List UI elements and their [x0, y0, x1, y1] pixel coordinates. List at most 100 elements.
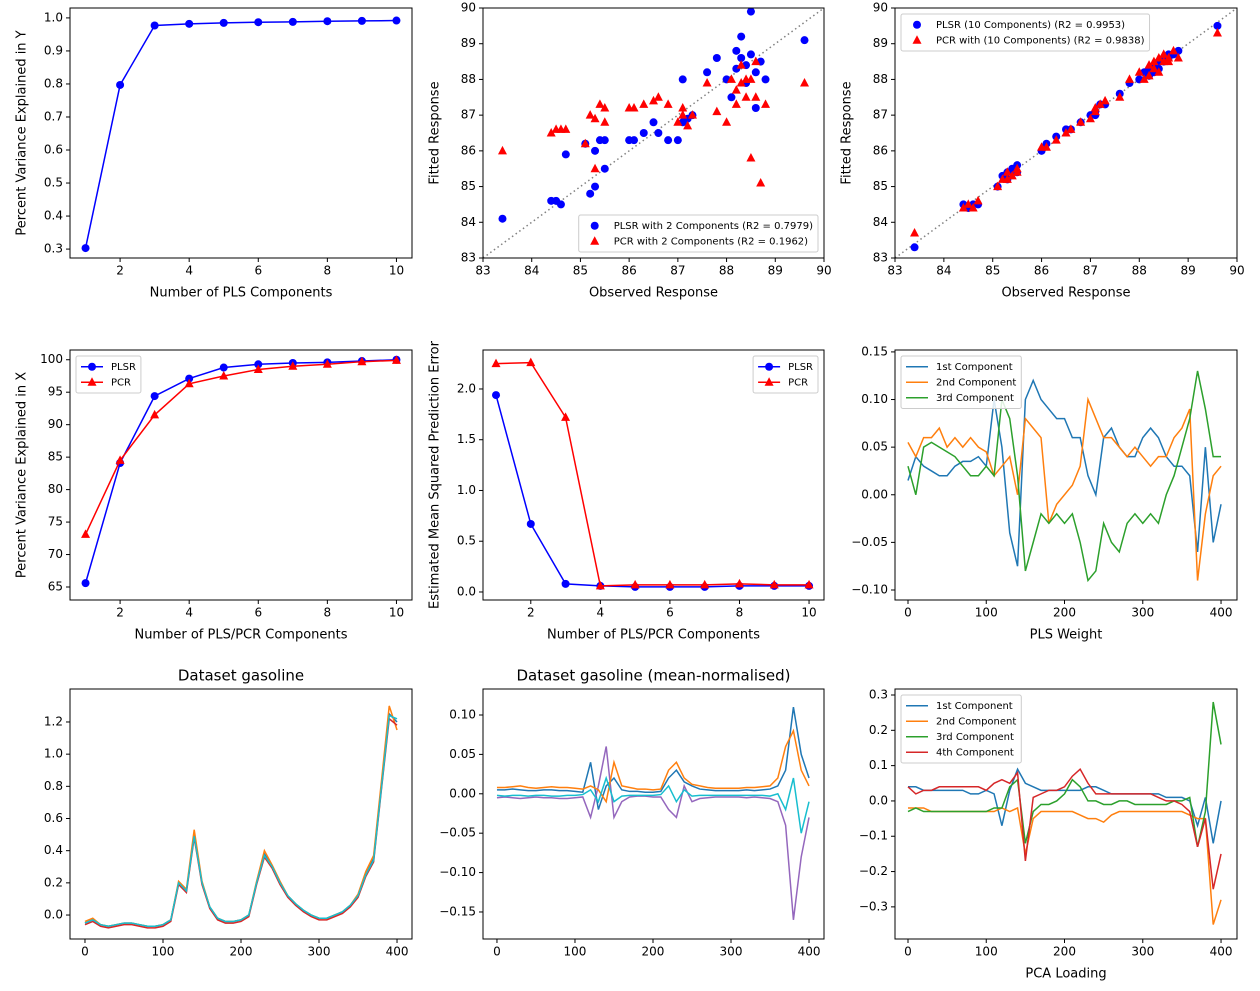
- y-tick-label: 0.6: [44, 811, 63, 825]
- marker: [1051, 135, 1061, 144]
- y-tick-label: 0.3: [869, 688, 888, 702]
- x-tick-label: 300: [720, 945, 743, 959]
- y-tick-label: 84: [461, 215, 476, 229]
- marker: [663, 99, 673, 108]
- x-tick-label: 8: [324, 264, 332, 278]
- y-tick-label: 1.2: [44, 714, 63, 728]
- x-axis-label: Number of PLS/PCR Components: [134, 628, 347, 643]
- marker: [746, 153, 756, 162]
- marker: [498, 214, 507, 223]
- y-tick-label: 1.5: [457, 432, 476, 446]
- subplot: 0 100 200 300 400 −0.15 −0.10 −0.05 0.00 0.05 0.10…: [439, 667, 825, 959]
- y-tick-label: 86: [873, 143, 888, 157]
- marker: [737, 54, 746, 62]
- y-axis-label: Estimated Mean Squared Prediction Error: [428, 340, 443, 609]
- marker: [1125, 74, 1135, 83]
- x-tick-label: 6: [254, 264, 262, 278]
- marker: [1134, 67, 1144, 76]
- marker: [912, 35, 922, 44]
- marker: [804, 579, 814, 589]
- legend-item: PCR: [81, 377, 131, 388]
- y-tick-label: −0.10: [439, 865, 476, 879]
- marker: [600, 103, 610, 112]
- marker: [968, 203, 978, 212]
- marker: [751, 104, 760, 112]
- marker: [323, 17, 332, 26]
- y-tick-label: 0.00: [449, 786, 476, 800]
- x-tick-label: 200: [1053, 606, 1076, 620]
- x-tick-label: 89: [768, 264, 783, 278]
- marker: [322, 359, 332, 368]
- series-line: [907, 806, 1222, 925]
- x-tick-label: 300: [308, 945, 331, 959]
- marker: [731, 99, 741, 108]
- marker: [678, 110, 688, 119]
- legend-item: PLSR with 2 Components (R2 = 0.7979): [590, 221, 813, 232]
- y-tick-label: 0.0: [457, 584, 476, 598]
- marker: [600, 117, 610, 126]
- legend-box: [578, 214, 819, 253]
- subplot: 83 84 85 86 87 88 89 90 83 84 85 86 87 88 89 90 Observed…: [428, 1, 832, 301]
- axes-frame: [894, 349, 1238, 601]
- y-tick-label: 90: [461, 1, 476, 15]
- marker: [254, 18, 263, 27]
- y-tick-label: 80: [48, 482, 63, 496]
- legend-label: 1st Component: [936, 701, 1013, 712]
- marker: [81, 529, 91, 538]
- x-tick-label: 4: [185, 264, 193, 278]
- marker: [600, 136, 609, 145]
- y-tick-label: 88: [873, 72, 888, 86]
- marker: [993, 181, 1003, 191]
- legend: PLSR PCR: [75, 355, 142, 394]
- legend-item: PLSR (10 Components) (R2 = 0.9953): [913, 20, 1125, 31]
- marker: [1159, 49, 1169, 58]
- marker: [1149, 63, 1159, 73]
- series-line: [907, 767, 1222, 844]
- legend-label: PCR: [111, 377, 131, 388]
- marker: [81, 579, 90, 588]
- y-tick-label: −0.10: [851, 583, 888, 597]
- legend-item: 3rd Component: [906, 732, 1014, 743]
- marker: [1002, 174, 1012, 183]
- x-tick-label: 100: [975, 945, 998, 959]
- y-tick-label: 0.0: [44, 908, 63, 922]
- y-axis-label: Fitted Response: [428, 81, 443, 184]
- legend-box: [900, 355, 1022, 409]
- marker: [712, 54, 721, 62]
- y-tick-label: 0.9: [44, 43, 63, 57]
- y-tick-label: 87: [461, 108, 476, 122]
- marker: [683, 120, 693, 130]
- x-axis-label: Number of PLS Components: [150, 286, 333, 301]
- marker: [910, 243, 919, 252]
- x-tick-label: 400: [1210, 606, 1233, 620]
- legend-item: PCR: [758, 377, 808, 388]
- x-tick-label: 84: [936, 264, 951, 278]
- marker: [357, 356, 367, 366]
- marker: [751, 68, 760, 77]
- legend-item: 2nd Component: [906, 377, 1016, 388]
- chart-title: Dataset gasoline: [178, 667, 304, 685]
- subplot: 0 100 200 300 400 0.0 0.2 0.4 0.6 0.8 1.0 1.2 Datase…: [44, 667, 413, 959]
- y-tick-label: 86: [461, 143, 476, 157]
- legend-label: 3rd Component: [936, 732, 1014, 743]
- y-tick-label: 0.00: [861, 487, 888, 501]
- marker: [1002, 167, 1012, 176]
- legend-label: 2nd Component: [936, 377, 1016, 388]
- x-tick-label: 88: [719, 264, 734, 278]
- x-axis-label: Number of PLS/PCR Components: [547, 628, 760, 643]
- legend-box: [900, 13, 1151, 52]
- y-tick-label: 0.10: [861, 392, 888, 406]
- legend-label: PCR: [788, 377, 808, 388]
- marker: [741, 92, 751, 101]
- x-tick-label: 87: [1083, 264, 1098, 278]
- marker: [1173, 53, 1183, 62]
- x-tick-label: 200: [230, 945, 253, 959]
- legend-label: 1st Component: [936, 362, 1013, 373]
- marker: [765, 362, 774, 371]
- marker: [392, 16, 401, 25]
- marker: [1041, 142, 1051, 151]
- y-tick-label: 70: [48, 547, 63, 561]
- marker: [726, 74, 736, 83]
- marker: [219, 363, 228, 372]
